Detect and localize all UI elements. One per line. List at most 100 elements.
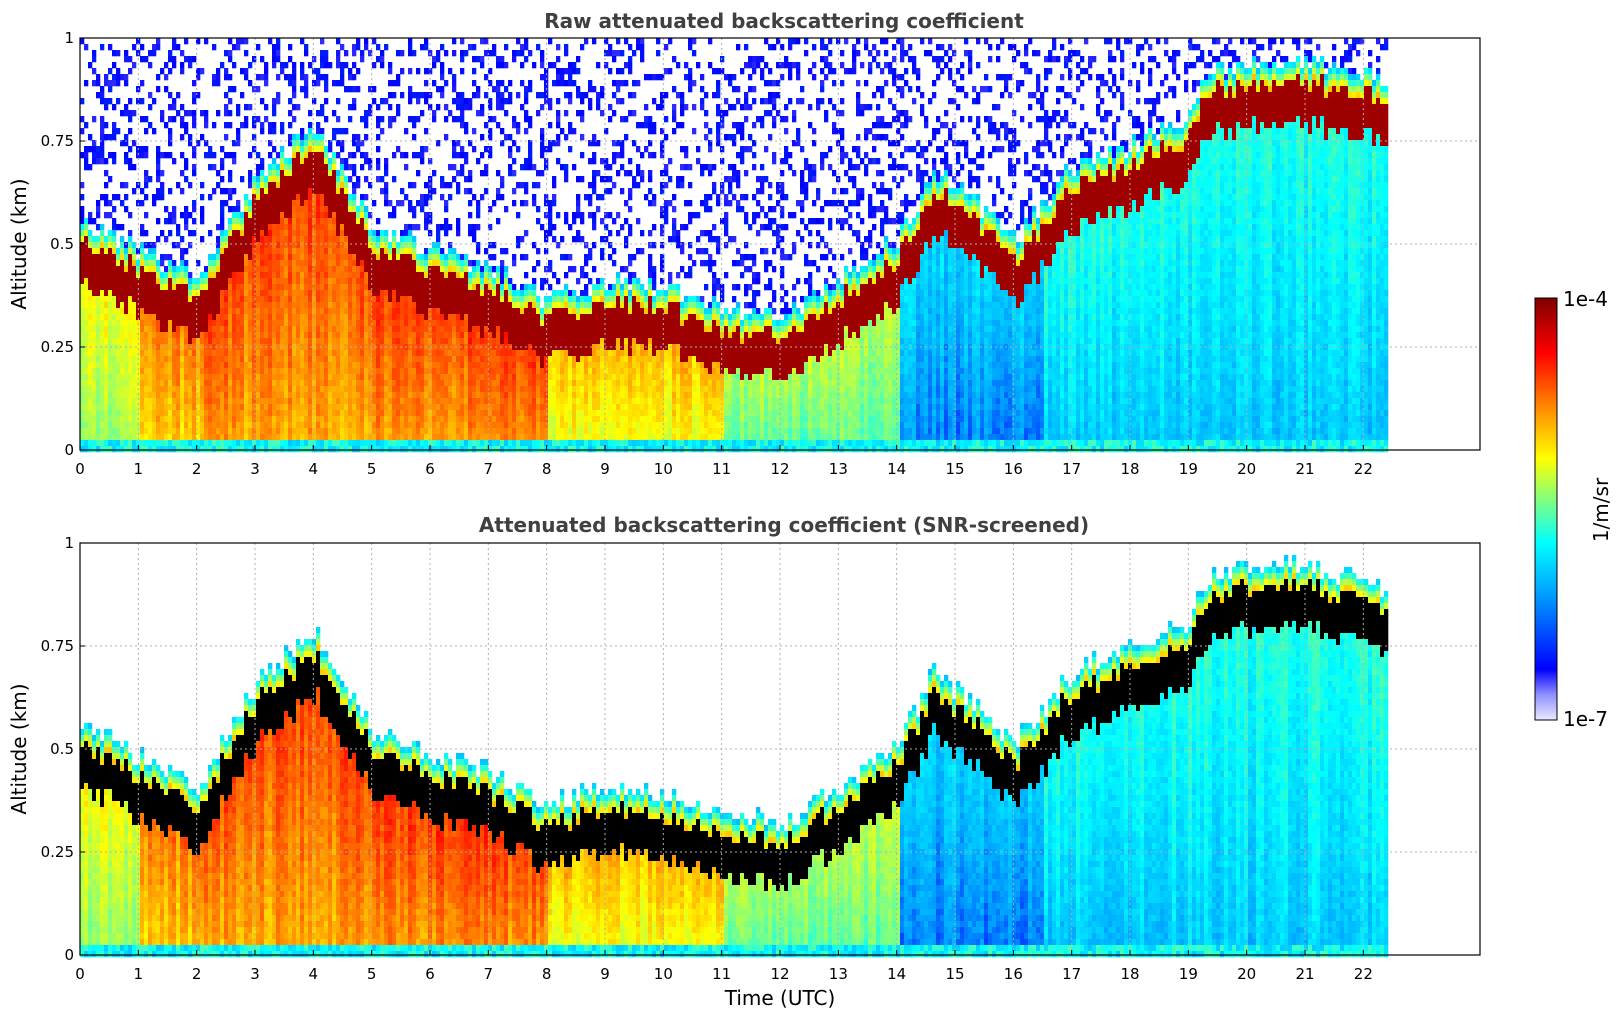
heatmap-cell bbox=[176, 290, 180, 296]
heatmap-cell bbox=[148, 362, 152, 368]
heatmap-cell bbox=[128, 410, 132, 416]
heatmap-cell bbox=[164, 326, 168, 332]
heatmap-cell bbox=[100, 338, 104, 344]
heatmap-cell bbox=[100, 416, 104, 422]
heatmap-cell bbox=[148, 266, 152, 272]
heatmap-cell bbox=[124, 368, 128, 374]
heatmap-cell bbox=[172, 266, 176, 272]
heatmap-cell bbox=[100, 248, 104, 254]
heatmap-cell bbox=[188, 56, 192, 62]
heatmap-cell bbox=[128, 110, 132, 116]
heatmap-cell bbox=[184, 332, 188, 338]
heatmap-cell bbox=[80, 284, 84, 290]
heatmap-cell bbox=[168, 308, 172, 314]
heatmap-cell bbox=[168, 218, 172, 224]
heatmap-cell bbox=[160, 398, 164, 404]
heatmap-cell bbox=[104, 320, 108, 326]
heatmap-cell bbox=[148, 302, 152, 308]
heatmap-cell bbox=[84, 266, 88, 272]
heatmap-cell bbox=[176, 356, 180, 362]
heatmap-cell bbox=[92, 380, 96, 386]
heatmap-cell bbox=[184, 212, 188, 218]
heatmap-cell bbox=[84, 146, 88, 152]
heatmap-cell bbox=[140, 116, 144, 122]
heatmap-cell bbox=[152, 440, 156, 446]
heatmap-cell bbox=[116, 260, 120, 266]
heatmap-cell bbox=[180, 422, 184, 428]
heatmap-cell bbox=[124, 134, 128, 140]
heatmap-cell bbox=[132, 308, 136, 314]
heatmap-cell bbox=[172, 104, 176, 110]
heatmap-cell bbox=[84, 356, 88, 362]
heatmap-cell bbox=[140, 380, 144, 386]
heatmap-cell bbox=[116, 248, 120, 254]
heatmap-cell bbox=[172, 434, 176, 440]
heatmap-cell bbox=[144, 326, 148, 332]
heatmap-cell bbox=[104, 278, 108, 284]
heatmap-cell bbox=[184, 302, 188, 308]
heatmap-cell bbox=[84, 290, 88, 296]
heatmap-cell bbox=[80, 398, 84, 404]
heatmap-cell bbox=[108, 308, 112, 314]
heatmap-cell bbox=[132, 332, 136, 338]
heatmap-cell bbox=[100, 404, 104, 410]
heatmap-cell bbox=[120, 380, 124, 386]
heatmap-cell bbox=[180, 278, 184, 284]
heatmap-cell bbox=[144, 320, 148, 326]
heatmap-cell bbox=[116, 356, 120, 362]
heatmap-cell bbox=[92, 386, 96, 392]
heatmap-cell bbox=[164, 404, 168, 410]
heatmap-cell bbox=[168, 356, 172, 362]
heatmap-cell bbox=[116, 446, 120, 452]
heatmap-cell bbox=[92, 392, 96, 398]
heatmap-cell bbox=[116, 404, 120, 410]
heatmap-cell bbox=[152, 290, 156, 296]
heatmap-cell bbox=[152, 368, 156, 374]
heatmap-cell bbox=[104, 386, 108, 392]
heatmap-cell bbox=[80, 236, 84, 242]
heatmap-cell bbox=[120, 74, 124, 80]
heatmap-cell bbox=[116, 254, 120, 260]
heatmap-cell bbox=[96, 416, 100, 422]
heatmap-cell bbox=[112, 242, 116, 248]
heatmap-cell bbox=[124, 416, 128, 422]
heatmap-cell bbox=[160, 380, 164, 386]
heatmap-cell bbox=[180, 260, 184, 266]
heatmap-cell bbox=[92, 50, 96, 56]
heatmap-cell bbox=[132, 446, 136, 452]
heatmap-cell bbox=[148, 416, 152, 422]
heatmap-cell bbox=[168, 392, 172, 398]
heatmap-cell bbox=[128, 266, 132, 272]
heatmap-cell bbox=[88, 398, 92, 404]
heatmap-cell bbox=[112, 248, 116, 254]
heatmap-cell bbox=[144, 392, 148, 398]
heatmap-cell bbox=[152, 314, 156, 320]
heatmap-cell bbox=[144, 332, 148, 338]
heatmap-cell bbox=[140, 284, 144, 290]
heatmap-cell bbox=[92, 278, 96, 284]
heatmap-cell bbox=[96, 314, 100, 320]
heatmap-cell bbox=[116, 266, 120, 272]
heatmap-cell bbox=[116, 434, 120, 440]
heatmap-cell bbox=[112, 368, 116, 374]
heatmap-cell bbox=[128, 128, 132, 134]
heatmap-cell bbox=[172, 350, 176, 356]
heatmap-cell bbox=[176, 242, 180, 248]
heatmap-cell bbox=[100, 92, 104, 98]
heatmap-cell bbox=[120, 368, 124, 374]
heatmap-cell bbox=[160, 368, 164, 374]
heatmap-cell bbox=[180, 380, 184, 386]
heatmap-cell bbox=[116, 194, 120, 200]
heatmap-cell bbox=[168, 404, 172, 410]
heatmap-cell bbox=[168, 368, 172, 374]
heatmap-cell bbox=[176, 44, 180, 50]
heatmap-cell bbox=[92, 260, 96, 266]
heatmap-cell bbox=[128, 392, 132, 398]
heatmap-cell bbox=[92, 56, 96, 62]
heatmap-cell bbox=[156, 158, 160, 164]
heatmap-cell bbox=[100, 128, 104, 134]
heatmap-cell bbox=[148, 104, 152, 110]
heatmap-cell bbox=[88, 428, 92, 434]
heatmap-cell bbox=[128, 296, 132, 302]
heatmap-cell bbox=[124, 326, 128, 332]
